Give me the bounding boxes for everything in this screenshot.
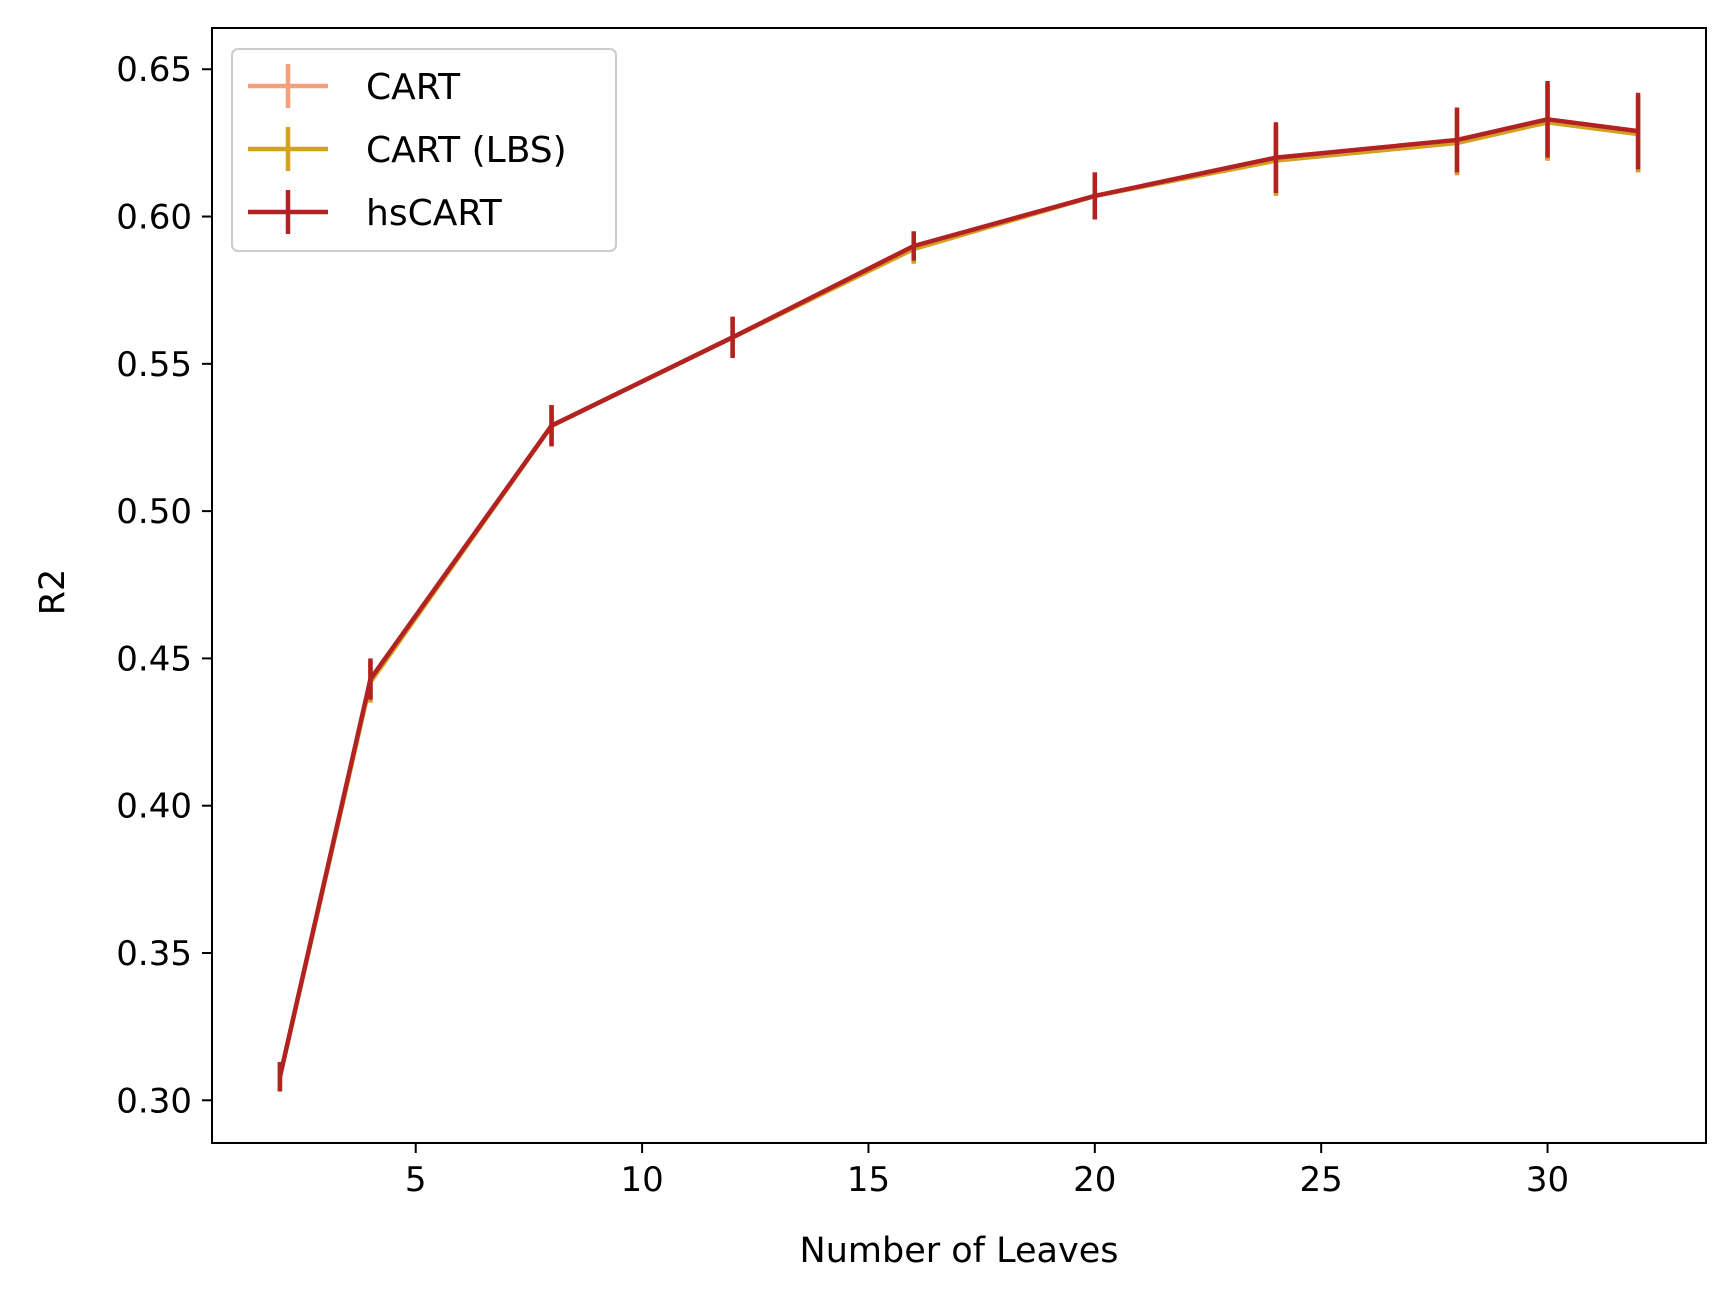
- legend-label: CART: [366, 67, 461, 108]
- data-point: [551, 425, 553, 427]
- x-axis-ticks: 5 10 15 20 25 30: [405, 1143, 1569, 1200]
- x-tick-label: 20: [1073, 1160, 1116, 1200]
- legend-label: CART (LBS): [366, 130, 567, 171]
- y-tick-label: 0.45: [116, 639, 192, 679]
- data-point: [1094, 195, 1096, 197]
- y-axis-ticks: 0.30 0.35 0.40 0.45 0.50 0.55 0.60 0.65: [116, 50, 212, 1121]
- data-point: [1456, 139, 1458, 141]
- y-tick-label: 0.50: [116, 492, 192, 532]
- y-axis-label: R2: [33, 569, 73, 616]
- y-tick-label: 0.55: [116, 345, 192, 385]
- x-tick-label: 15: [847, 1160, 890, 1200]
- legend-label: hsCART: [366, 193, 503, 234]
- plot-frame: [211, 27, 1707, 1144]
- x-axis-label: Number of Leaves: [800, 1231, 1119, 1271]
- legend-entry-cart: CART: [248, 64, 461, 108]
- x-tick-label: 10: [620, 1160, 663, 1200]
- data-point: [913, 245, 915, 247]
- data-point: [732, 336, 734, 338]
- y-tick-label: 0.65: [116, 50, 192, 90]
- x-tick-label: 25: [1300, 1160, 1343, 1200]
- series-layer: [277, 81, 1641, 1092]
- data-point: [279, 1076, 281, 1078]
- y-tick-label: 0.40: [116, 787, 192, 827]
- legend-entry-cart-lbs: CART (LBS): [248, 127, 567, 171]
- legend-entry-hscart: hsCART: [248, 190, 503, 234]
- legend-box: [231, 48, 617, 252]
- data-point: [1275, 157, 1277, 159]
- series-hscart: [277, 81, 1641, 1092]
- y-tick-label: 0.30: [116, 1081, 192, 1121]
- x-tick-label: 5: [405, 1160, 427, 1200]
- legend: CART CART (LBS) hsCART: [231, 48, 617, 252]
- y-tick-label: 0.60: [116, 198, 192, 238]
- data-point: [1547, 118, 1549, 120]
- data-point: [1637, 130, 1639, 132]
- y-tick-label: 0.35: [116, 934, 192, 974]
- x-tick-label: 30: [1526, 1160, 1569, 1200]
- data-point: [369, 678, 371, 680]
- series-line-hscart: [277, 117, 1639, 1078]
